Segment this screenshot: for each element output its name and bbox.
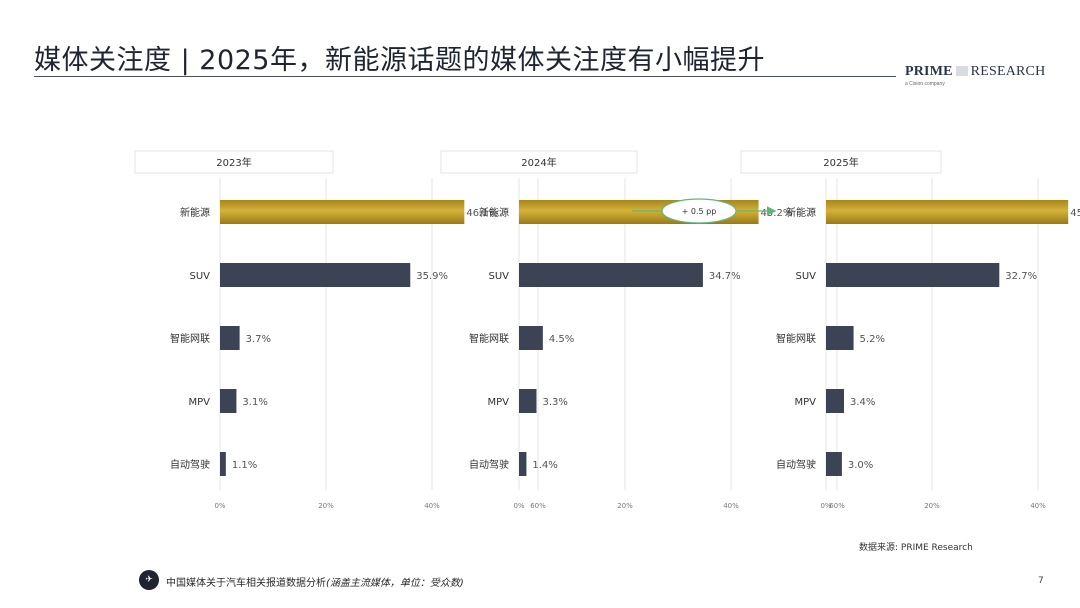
chart-header-box [440, 150, 638, 174]
value-label: 4.5% [549, 334, 574, 345]
footer-caption: 中国媒体关于汽车相关报道数据分析(涵盖主流媒体，单位：受众数) [166, 574, 464, 589]
category-label: SUV [189, 271, 210, 282]
x-tick-label: 20% [617, 502, 633, 510]
category-label: 自动驾驶 [469, 458, 509, 471]
category-label: SUV [488, 271, 509, 282]
x-tick-label: 0% [214, 502, 225, 510]
value-label: 46.1% [466, 208, 498, 219]
logo-name-rest: RESEARCH [970, 64, 1046, 79]
bar [826, 452, 842, 476]
x-tick-label: 0% [513, 502, 524, 510]
category-label: 智能网联 [170, 332, 210, 345]
annotation-bubble [661, 198, 737, 224]
category-label: MPV [488, 397, 510, 408]
chart-header-box [740, 150, 942, 174]
value-label: 1.4% [532, 460, 557, 471]
value-label: 3.0% [848, 460, 873, 471]
bar [220, 389, 237, 413]
logo-tagline: a Cision company [905, 81, 945, 87]
logo-mark-icon [955, 66, 968, 76]
x-tick-label: 40% [424, 502, 440, 510]
category-label: 自动驾驶 [170, 458, 210, 471]
footer-caption-note: (涵盖主流媒体，单位：受众数) [326, 578, 464, 589]
annotation-label: + 0.5 pp [682, 207, 717, 216]
value-label: 3.7% [246, 334, 271, 345]
logo-name-bold: PRIME [905, 64, 953, 79]
bar [519, 326, 543, 350]
category-label: 智能网联 [776, 332, 816, 345]
x-tick-label: 40% [1030, 502, 1046, 510]
category-label: 智能网联 [469, 332, 509, 345]
title-divider [34, 76, 896, 77]
bar [220, 452, 226, 476]
category-label: 新能源 [786, 206, 816, 219]
category-label: SUV [795, 271, 816, 282]
category-label: 新能源 [180, 206, 210, 219]
value-label: 45.2% [761, 208, 793, 219]
page-number: 7 [1038, 576, 1044, 586]
value-label: 3.1% [242, 397, 267, 408]
bar-highlight [220, 200, 465, 224]
category-label: MPV [795, 397, 817, 408]
value-label: 45.7% [1070, 208, 1080, 219]
x-tick-label: 40% [723, 502, 739, 510]
bar [826, 263, 1000, 287]
bar [220, 263, 411, 287]
x-tick-label: 20% [924, 502, 940, 510]
value-label: 3.4% [850, 397, 875, 408]
value-label: 1.1% [232, 460, 257, 471]
bar [826, 389, 845, 413]
category-label: 自动驾驶 [776, 458, 816, 471]
chart-title: 2023年 [216, 156, 251, 169]
bar [519, 389, 537, 413]
value-label: 3.3% [542, 397, 567, 408]
x-tick-label: 20% [318, 502, 334, 510]
x-tick-label: 60% [530, 502, 546, 510]
chart-title: 2025年 [823, 156, 858, 169]
page-title: 媒体关注度 | 2025年，新能源话题的媒体关注度有小幅提升 [34, 45, 765, 76]
bar [519, 452, 527, 476]
category-label: MPV [189, 397, 211, 408]
prime-research-logo: PRIME RESEARCH a Cision company [905, 64, 1055, 94]
bar-highlight [826, 200, 1069, 224]
bar [220, 326, 240, 350]
value-label: 5.2% [860, 334, 885, 345]
value-label: 34.7% [709, 271, 741, 282]
chart-title: 2024年 [521, 156, 556, 169]
chart-header-box [134, 150, 334, 174]
footer-logo-icon: ✈ [139, 570, 159, 590]
bar [826, 326, 854, 350]
value-label: 32.7% [1005, 271, 1037, 282]
bar [519, 263, 703, 287]
value-label: 35.9% [416, 271, 448, 282]
category-label: 新能源 [479, 206, 509, 219]
data-source: 数据来源: PRIME Research [859, 543, 973, 553]
x-tick-label: 0% [820, 502, 831, 510]
x-tick-label: 60% [829, 502, 845, 510]
footer-caption-main: 中国媒体关于汽车相关报道数据分析 [166, 578, 326, 589]
